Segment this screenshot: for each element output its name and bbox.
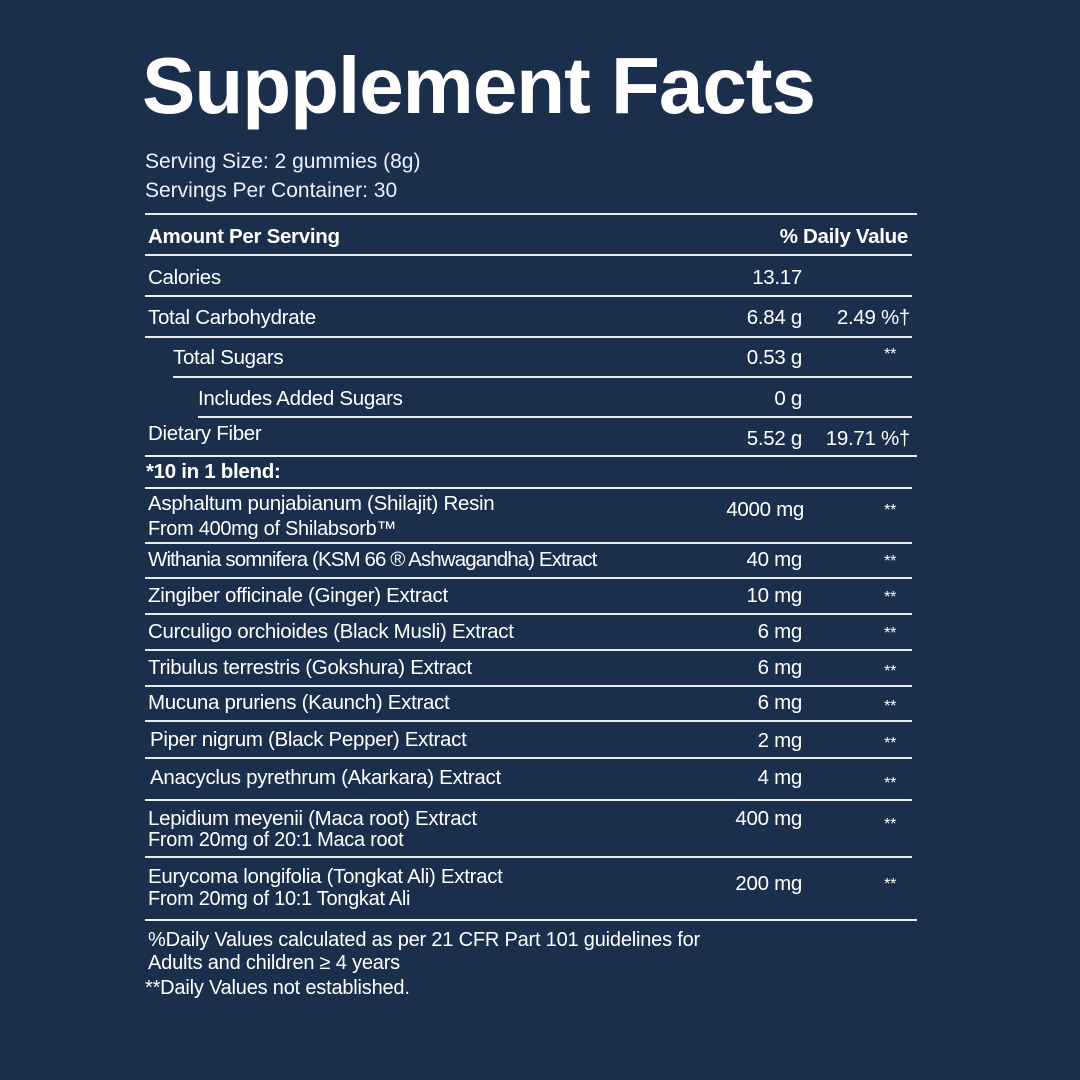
footnote-daily-values: %Daily Values calculated as per 21 CFR P… — [148, 929, 700, 951]
ingredient-name: Piper nigrum (Black Pepper) Extract — [150, 728, 467, 751]
page-title: Supplement Facts — [142, 41, 816, 130]
serving-size: Serving Size: 2 gummies (8g) — [145, 150, 421, 173]
ingredient-dv: ** — [884, 735, 896, 752]
nutrient-dv: ** — [884, 346, 896, 363]
ingredient-dv: ** — [884, 663, 896, 680]
ingredient-name: Withania somnifera (KSM 66 ® Ashwagandha… — [148, 548, 597, 571]
nutrient-dv: 2.49 %† — [836, 306, 910, 329]
ingredient-name: Zingiber officinale (Ginger) Extract — [148, 584, 448, 607]
ingredient-note: From 20mg of 10:1 Tongkat Ali — [148, 888, 411, 910]
nutrient-name: Dietary Fiber — [148, 422, 262, 445]
divider — [145, 542, 912, 544]
ingredient-amount: 10 mg — [746, 584, 803, 607]
ingredient-dv: ** — [884, 816, 896, 833]
divider — [145, 685, 912, 687]
divider — [145, 487, 912, 489]
nutrient-amount: 5.52 g — [746, 427, 803, 450]
divider — [145, 336, 912, 338]
ingredient-note: From 20mg of 20:1 Maca root — [148, 829, 404, 851]
ingredient-dv: ** — [884, 502, 896, 519]
nutrient-dv: 19.71 %† — [825, 427, 911, 450]
ingredient-amount: 6 mg — [757, 620, 803, 643]
nutrient-amount: 13.17 — [752, 266, 802, 289]
ingredient-dv: ** — [884, 876, 896, 893]
divider — [145, 720, 912, 722]
blend-title: *10 in 1 blend: — [146, 460, 281, 483]
divider — [198, 416, 912, 418]
divider — [145, 213, 917, 215]
servings-per-container: Servings Per Container: 30 — [145, 179, 398, 202]
footnote-age: Adults and children ≥ 4 years — [148, 952, 400, 974]
ingredient-name: Mucuna pruriens (Kaunch) Extract — [148, 691, 450, 714]
ingredient-dv: ** — [884, 589, 896, 606]
divider — [173, 376, 912, 378]
ingredient-amount: 4 mg — [757, 766, 803, 789]
ingredient-dv: ** — [884, 625, 896, 642]
divider — [145, 455, 917, 457]
nutrient-amount: 0 g — [774, 387, 802, 410]
divider — [145, 919, 917, 921]
divider — [145, 757, 912, 759]
divider — [145, 295, 912, 297]
nutrient-amount: 6.84 g — [746, 306, 803, 329]
ingredient-name: Tribulus terrestris (Gokshura) Extract — [148, 656, 472, 679]
divider — [145, 799, 912, 801]
footnote-not-established: **Daily Values not established. — [145, 977, 410, 999]
ingredient-dv: ** — [884, 553, 896, 570]
ingredient-amount: 2 mg — [757, 729, 803, 752]
divider — [145, 577, 912, 579]
divider — [145, 856, 912, 858]
header-amount: Amount Per Serving — [148, 225, 340, 248]
ingredient-name: Lepidium meyenii (Maca root) Extract — [148, 807, 477, 830]
ingredient-amount: 6 mg — [757, 691, 803, 714]
ingredient-dv: ** — [884, 775, 896, 792]
ingredient-amount: 200 mg — [735, 872, 802, 895]
ingredient-amount: 400 mg — [735, 807, 802, 830]
divider — [145, 613, 912, 615]
nutrient-name: Total Sugars — [173, 346, 284, 369]
nutrient-name: Calories — [148, 266, 221, 289]
ingredient-amount: 40 mg — [746, 548, 803, 571]
ingredient-name: Eurycoma longifolia (Tongkat Ali) Extrac… — [148, 865, 503, 888]
divider — [145, 649, 912, 651]
ingredient-amount: 6 mg — [757, 656, 803, 679]
header-daily-value: % Daily Value — [779, 225, 909, 248]
ingredient-name: Asphaltum punjabianum (Shilajit) Resin — [148, 492, 495, 515]
nutrient-name: Includes Added Sugars — [198, 387, 403, 410]
nutrient-name: Total Carbohydrate — [148, 306, 316, 329]
ingredient-amount: 4000 mg — [726, 498, 804, 521]
divider — [145, 254, 912, 256]
nutrient-amount: 0.53 g — [746, 346, 803, 369]
ingredient-name: Anacyclus pyrethrum (Akarkara) Extract — [150, 766, 501, 789]
ingredient-dv: ** — [884, 698, 896, 715]
ingredient-note: From 400mg of Shilabsorb™ — [148, 518, 397, 540]
ingredient-name: Curculigo orchioides (Black Musli) Extra… — [148, 620, 514, 643]
